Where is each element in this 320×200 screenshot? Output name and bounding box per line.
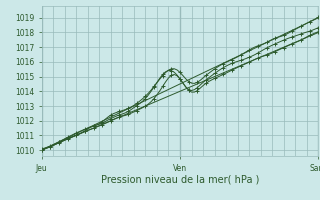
X-axis label: Pression niveau de la mer( hPa ): Pression niveau de la mer( hPa )	[101, 174, 259, 184]
